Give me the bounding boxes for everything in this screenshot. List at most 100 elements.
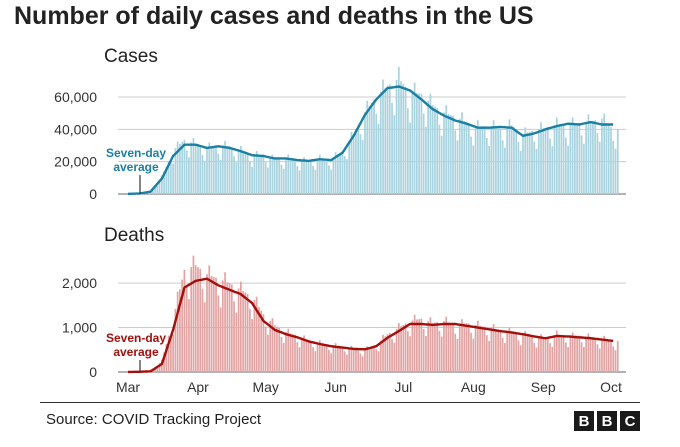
cases-bar	[343, 156, 346, 194]
cases-bar	[318, 154, 321, 194]
cases-bar	[470, 136, 472, 194]
deaths-bar	[242, 291, 244, 372]
deaths-bar	[271, 318, 274, 372]
deaths-bar	[190, 267, 193, 372]
cases-bar	[447, 113, 450, 194]
deaths-y-tick-label: 0	[89, 364, 97, 380]
x-tick-label: Oct	[600, 379, 622, 395]
cases-bar	[553, 125, 556, 194]
deaths-bar	[357, 349, 360, 372]
cases-bar	[429, 93, 432, 194]
deaths-bar	[219, 307, 222, 372]
cases-bar	[305, 160, 308, 194]
deaths-bar	[458, 324, 461, 372]
cases-bar	[569, 124, 572, 194]
cases-bar	[549, 138, 551, 194]
deaths-bar	[194, 265, 197, 372]
cases-bar	[400, 81, 402, 194]
cases-bar	[533, 141, 536, 194]
deaths-annotation-line-1: Seven-day	[106, 331, 166, 345]
deaths-y-tick-label: 2,000	[62, 275, 97, 291]
cases-bar	[612, 140, 615, 194]
deaths-bar	[291, 334, 294, 372]
cases-bar	[517, 142, 520, 194]
deaths-bar	[569, 336, 572, 372]
cases-bar	[544, 127, 547, 194]
cases-y-tick-label: 60,000	[54, 89, 97, 105]
deaths-bar	[217, 295, 220, 372]
cases-bar	[183, 139, 186, 194]
deaths-bar	[239, 281, 242, 372]
cases-bar	[350, 131, 353, 194]
cases-bar	[165, 166, 168, 194]
cases-bar	[454, 130, 457, 194]
deaths-bar	[262, 314, 265, 372]
source-note: Source: COVID Tracking Project	[46, 411, 262, 428]
cases-bar	[528, 131, 531, 194]
cases-bar	[567, 145, 569, 194]
cases-bar	[461, 112, 463, 194]
deaths-bar	[230, 284, 233, 372]
deaths-bar	[181, 279, 184, 372]
deaths-bar	[352, 348, 355, 372]
deaths-bar	[332, 345, 335, 372]
deaths-bar	[519, 345, 522, 372]
cases-bar	[576, 123, 578, 194]
cases-bar	[504, 147, 506, 194]
cases-bar	[535, 148, 538, 194]
deaths-bar	[531, 336, 533, 372]
deaths-bar	[465, 323, 468, 372]
deaths-bar	[366, 346, 369, 372]
deaths-bar	[580, 342, 583, 372]
cases-bar	[587, 114, 590, 194]
deaths-bar	[226, 282, 229, 372]
cases-bar	[300, 160, 303, 194]
cases-bar	[188, 157, 190, 194]
cases-bar	[158, 179, 161, 194]
deaths-bar	[249, 308, 251, 372]
deaths-bar	[596, 344, 599, 372]
deaths-bar	[578, 335, 581, 372]
cases-bar	[179, 144, 181, 194]
deaths-bar	[386, 334, 389, 372]
cases-bar	[436, 108, 439, 194]
deaths-bar	[513, 332, 515, 372]
deaths-panel-title: Deaths	[104, 225, 164, 246]
deaths-bar	[490, 328, 493, 372]
cases-bar	[592, 120, 594, 194]
deaths-bar	[540, 334, 542, 372]
cases-bar	[314, 169, 317, 194]
deaths-bar	[246, 293, 249, 372]
deaths-bar	[346, 354, 348, 372]
x-tick-label: Aug	[461, 379, 486, 395]
deaths-bar	[612, 346, 615, 372]
cases-bar	[481, 126, 484, 194]
cases-panel-title: Cases	[104, 46, 158, 67]
deaths-bar	[237, 288, 240, 372]
cases-bar	[515, 128, 518, 194]
deaths-bar	[264, 326, 267, 372]
cases-bar	[501, 140, 504, 194]
cases-bar	[215, 145, 217, 194]
deaths-bar	[603, 335, 606, 372]
cases-annotation-line-1: Seven-day	[106, 146, 166, 160]
cases-bar	[422, 113, 425, 194]
cases-bar	[298, 170, 301, 194]
deaths-bar	[517, 340, 520, 372]
deaths-bar	[585, 336, 588, 372]
chart-area: Cases 0 20,000 40,000 60,000 Seven-day aver…	[54, 46, 626, 395]
cases-bar	[499, 129, 502, 194]
deaths-bar	[461, 319, 463, 372]
deaths-bar	[244, 292, 247, 372]
cases-bar	[237, 149, 240, 194]
deaths-bar	[163, 352, 165, 372]
deaths-bar	[303, 335, 305, 372]
deaths-bar	[251, 319, 253, 372]
deaths-bar	[343, 351, 346, 372]
deaths-bar	[476, 320, 479, 372]
deaths-bar	[587, 333, 590, 372]
deaths-bar	[172, 334, 174, 372]
deaths-bar	[269, 320, 272, 372]
cases-bar	[296, 166, 299, 194]
deaths-bar	[309, 341, 312, 372]
